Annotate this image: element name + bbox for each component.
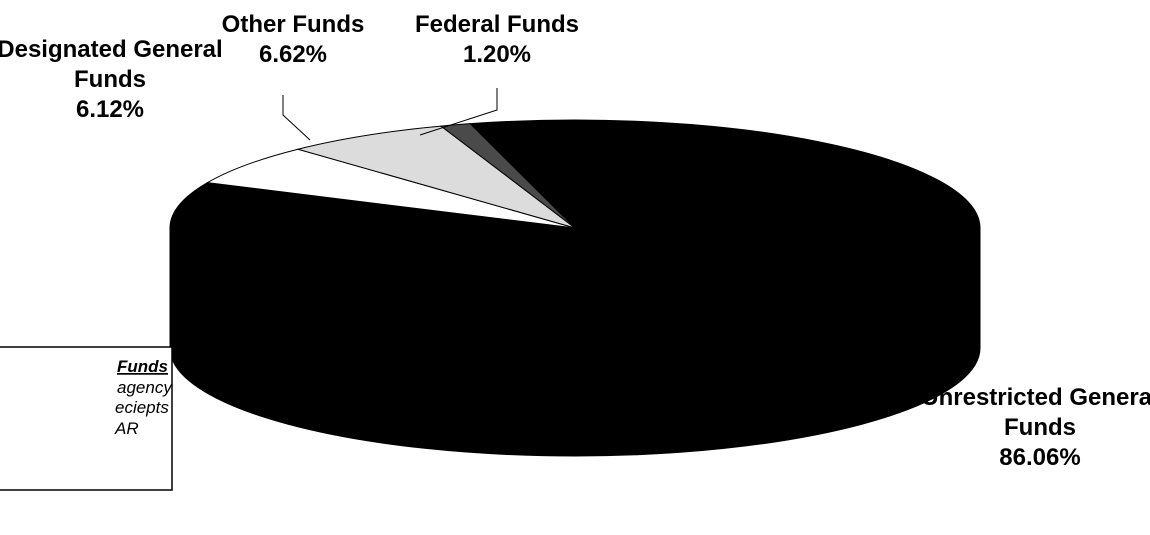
slice-name: Unrestricted General Funds — [921, 384, 1150, 441]
slice-label: Designated General Funds 6.12% — [0, 35, 230, 125]
slice-label: Federal Funds 1.20% — [407, 10, 587, 70]
note-title: Funds — [117, 357, 168, 376]
note-line: AR — [114, 419, 139, 438]
pie-slice — [296, 125, 576, 229]
note-box — [0, 346, 173, 491]
pie-slice — [439, 123, 576, 229]
leader-line — [419, 88, 498, 136]
slice-value: 6.12% — [75, 96, 145, 123]
slice-label: Unrestricted General Funds 86.06% — [920, 383, 1150, 473]
leader-line — [282, 95, 311, 141]
pie-slice — [205, 148, 576, 229]
slice-name: Other Funds — [221, 11, 365, 38]
slice-name: Designated General Funds — [0, 36, 223, 93]
slice-label: Other Funds 6.62% — [218, 10, 368, 70]
slice-name: Federal Funds — [414, 11, 580, 38]
note-line: agency — [117, 378, 173, 397]
slice-value: 1.20% — [462, 41, 532, 68]
slice-value: 6.62% — [258, 41, 328, 68]
slice-value: 86.06% — [999, 444, 1081, 471]
note-line: eciepts — [115, 398, 169, 417]
